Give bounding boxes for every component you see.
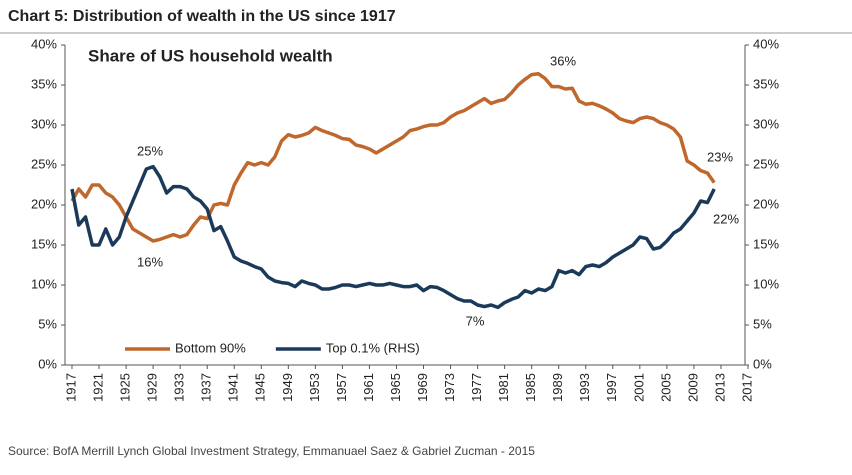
annotation: 16% [137,254,163,269]
y-tick-label: 15% [31,236,57,251]
y2-tick-label: 25% [753,156,779,171]
annotation: 23% [707,149,733,164]
y2-tick-label: 10% [753,276,779,291]
annotation: 7% [466,313,485,328]
y-tick-label: 30% [31,116,57,131]
x-tick-label: 1969 [415,373,430,402]
x-tick-label: 1977 [469,373,484,402]
y2-tick-label: 20% [753,196,779,211]
y-tick-label: 10% [31,276,57,291]
legend-label: Bottom 90% [175,340,246,355]
x-tick-label: 2009 [685,373,700,402]
x-tick-label: 1945 [253,373,268,402]
x-tick-label: 1965 [388,373,403,402]
x-tick-label: 1957 [334,373,349,402]
x-tick-label: 1981 [496,373,511,402]
y2-tick-label: 15% [753,236,779,251]
x-tick-label: 1933 [172,373,187,402]
x-tick-label: 1997 [604,373,619,402]
annotation: 22% [713,211,739,226]
x-tick-label: 2013 [712,373,727,402]
x-tick-label: 1941 [226,373,241,402]
chart-subtitle: Share of US household wealth [88,46,333,65]
annotation: 36% [550,53,576,68]
y2-tick-label: 30% [753,116,779,131]
x-tick-label: 2017 [739,373,754,402]
x-tick-label: 1921 [90,373,105,402]
legend-label: Top 0.1% (RHS) [326,340,420,355]
y-tick-label: 25% [31,156,57,171]
y2-tick-label: 5% [753,316,772,331]
annotation: 25% [137,143,163,158]
y2-tick-label: 35% [753,76,779,91]
y-tick-label: 0% [38,356,57,371]
x-tick-label: 1917 [63,373,78,402]
y-tick-label: 5% [38,316,57,331]
y-tick-label: 40% [31,36,57,51]
x-tick-label: 1929 [145,373,160,402]
series-line [70,164,716,310]
x-tick-label: 2005 [658,373,673,402]
x-tick-label: 2001 [631,373,646,402]
x-tick-label: 1993 [577,373,592,402]
x-tick-label: 1985 [523,373,538,402]
y-tick-label: 35% [31,76,57,91]
x-tick-label: 1925 [118,373,133,402]
x-tick-label: 1949 [280,373,295,402]
y2-tick-label: 0% [753,356,772,371]
x-tick-label: 1953 [307,373,322,402]
x-tick-label: 1961 [361,373,376,402]
x-tick-label: 1937 [199,373,214,402]
y2-tick-label: 40% [753,36,779,51]
source: Source: BofA Merrill Lynch Global Invest… [8,444,535,458]
x-tick-label: 1989 [550,373,565,402]
y-tick-label: 20% [31,196,57,211]
chart-title: Chart 5: Distribution of wealth in the U… [8,8,396,25]
x-tick-label: 1973 [442,373,457,402]
series-line [70,72,716,243]
